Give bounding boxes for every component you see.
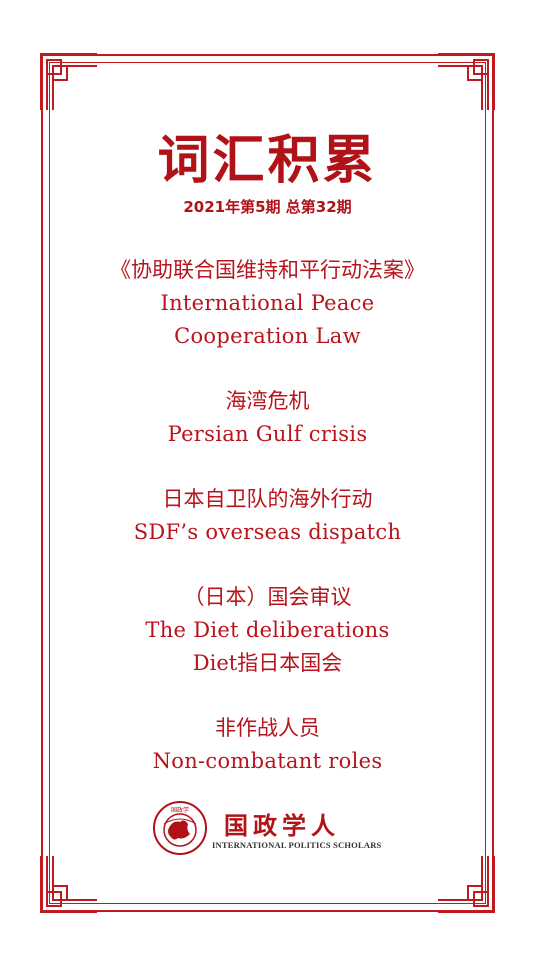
corner-ornament-top-left [39, 52, 99, 112]
term-english: Cooperation Law [174, 324, 361, 348]
term-note: Diet指日本国会 [192, 651, 343, 675]
term-chinese: （日本）国会审议 [183, 585, 352, 609]
vocabulary-item: （日本）国会审议 The Diet deliberations Diet指日本国… [0, 581, 535, 680]
vocabulary-item: 海湾危机 Persian Gulf crisis [0, 385, 535, 451]
term-chinese: 非作战人员 [215, 716, 320, 740]
brand-logo: 国政学 国政学人 INTERNATIONAL POLITICS SCHOLARS [152, 800, 392, 856]
term-chinese: 日本自卫队的海外行动 [162, 487, 373, 511]
term-english: SDF’s overseas dispatch [133, 520, 402, 544]
globe-emblem-icon: 国政学 [153, 801, 207, 855]
corner-ornament-bottom-right [436, 854, 496, 914]
vocabulary-item: 非作战人员 Non-combatant roles [0, 712, 535, 778]
vocabulary-list: 《协助联合国维持和平行动法案》 International Peace Coop… [0, 254, 535, 810]
term-english: Non-combatant roles [152, 749, 383, 773]
vocabulary-item: 《协助联合国维持和平行动法案》 International Peace Coop… [0, 254, 535, 353]
term-chinese: 海湾危机 [225, 389, 310, 413]
svg-text:国政学: 国政学 [171, 806, 189, 814]
page-title: 词汇积累 [157, 130, 378, 191]
inner-border [49, 62, 486, 904]
brand-name-chinese: 国政学人 [224, 811, 340, 840]
term-english: International Peace [160, 291, 375, 315]
corner-ornament-top-right [436, 52, 496, 112]
issue-number: 2021年第5期 总第32期 [183, 198, 352, 216]
term-english: The Diet deliberations [145, 618, 390, 642]
outer-border [41, 54, 494, 912]
corner-ornament-bottom-left [39, 854, 99, 914]
brand-name-english: INTERNATIONAL POLITICS SCHOLARS [212, 840, 382, 850]
vocabulary-item: 日本自卫队的海外行动 SDF’s overseas dispatch [0, 483, 535, 549]
term-chinese: 《协助联合国维持和平行动法案》 [110, 258, 425, 282]
term-english: Persian Gulf crisis [167, 422, 368, 446]
